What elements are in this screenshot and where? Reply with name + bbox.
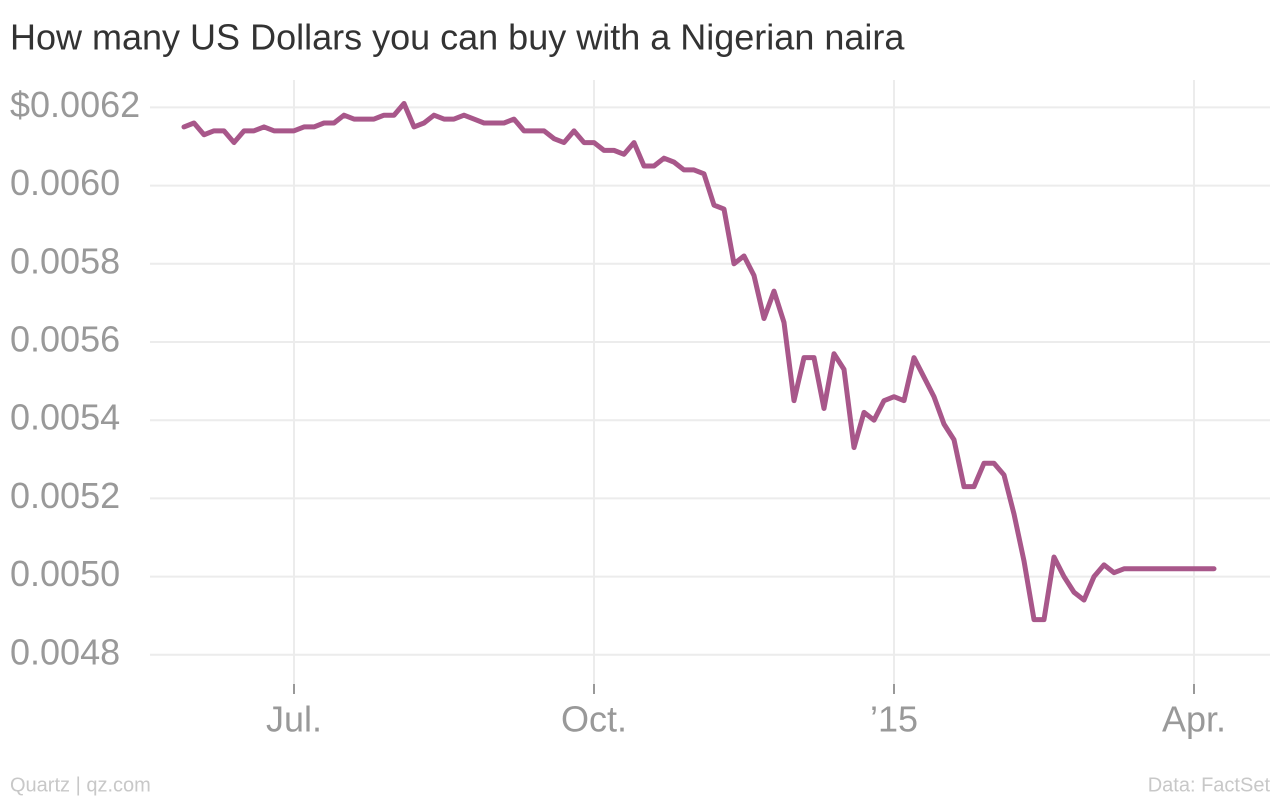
- y-tick-label: 0.0054: [10, 397, 120, 438]
- y-tick-label: 0.0056: [10, 319, 120, 360]
- y-tick-label: $0.0062: [10, 84, 140, 125]
- y-tick-label: 0.0052: [10, 475, 120, 516]
- chart-title: How many US Dollars you can buy with a N…: [10, 17, 905, 58]
- y-tick-label: 0.0058: [10, 240, 120, 281]
- x-tick-label: ’15: [870, 699, 918, 740]
- credit: Quartz | qz.com: [10, 774, 151, 796]
- line: [181, 100, 1217, 623]
- y-tick-label: 0.0048: [10, 631, 120, 672]
- x-tick-label: Oct.: [561, 699, 627, 740]
- source: Data: FactSet: [1148, 774, 1271, 796]
- x-tick-label: Jul.: [266, 699, 322, 740]
- y-tick-label: 0.0050: [10, 553, 120, 594]
- y-tick-label: 0.0060: [10, 162, 120, 203]
- x-tick-label: Apr.: [1162, 699, 1226, 740]
